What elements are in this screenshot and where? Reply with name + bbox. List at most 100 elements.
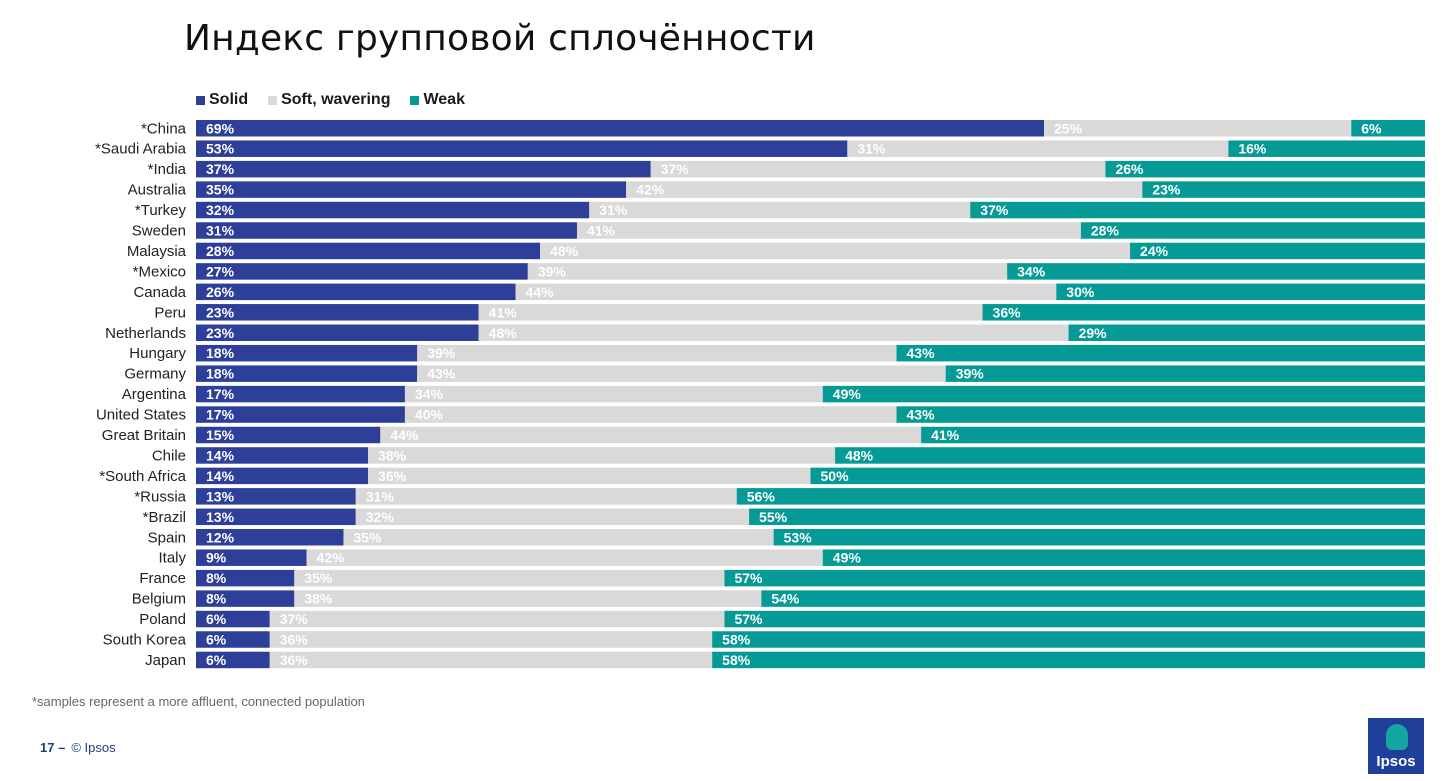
bar-weak-peru xyxy=(982,304,1425,321)
data-label-weak-spain: 53% xyxy=(784,529,813,545)
category-label-great-britain: Great Britain xyxy=(102,427,186,444)
data-label-solid-belgium: 8% xyxy=(206,591,227,607)
data-label-weak-russia: 56% xyxy=(747,488,776,504)
data-label-weak-united-states: 43% xyxy=(907,407,936,423)
bar-solid-poland xyxy=(196,610,270,628)
category-label-canada: Canada xyxy=(133,284,186,301)
page-number: 17 – xyxy=(40,740,66,755)
category-label-spain: Spain xyxy=(148,529,186,546)
page-footer: 17 – © Ipsos xyxy=(40,740,116,755)
bar-weak-canada xyxy=(1056,283,1425,301)
category-label-russia: *Russia xyxy=(134,488,186,505)
bar-soft-wavering-russia xyxy=(355,488,737,505)
data-label-solid-malaysia: 28% xyxy=(206,243,235,259)
data-label-weak-hungary: 43% xyxy=(907,345,936,361)
legend-label-weak: Weak xyxy=(423,91,465,108)
bar-solid-australia xyxy=(196,181,627,198)
data-label-solid-russia: 13% xyxy=(206,488,235,504)
legend-swatch-weak xyxy=(410,95,420,105)
data-label-soft-wavering-malaysia: 48% xyxy=(550,243,579,259)
logo-figure-icon xyxy=(1386,724,1408,750)
bar-weak-saudi-arabia xyxy=(1228,140,1425,157)
bar-weak-russia xyxy=(736,488,1425,505)
category-label-netherlands: Netherlands xyxy=(105,325,186,342)
category-label-india: *India xyxy=(148,161,187,178)
legend-label-solid: Solid xyxy=(209,91,249,108)
bar-soft-wavering-india xyxy=(650,160,1106,178)
category-label-united-states: United States xyxy=(96,407,186,424)
bar-weak-netherlands xyxy=(1068,324,1425,341)
data-label-soft-wavering-sweden: 41% xyxy=(587,223,616,239)
bar-weak-turkey xyxy=(970,201,1425,219)
bar-weak-south-korea xyxy=(712,631,1425,648)
legend-item-solid: Solid xyxy=(196,91,248,109)
data-label-soft-wavering-canada: 44% xyxy=(526,284,555,300)
category-label-brazil: *Brazil xyxy=(143,509,186,526)
bar-soft-wavering-malaysia xyxy=(540,242,1131,260)
data-label-soft-wavering-peru: 41% xyxy=(489,304,518,320)
legend-swatch-solid xyxy=(196,95,205,105)
data-label-soft-wavering-south-africa: 36% xyxy=(378,468,407,484)
data-label-soft-wavering-russia: 31% xyxy=(366,488,395,504)
data-label-weak-chile: 48% xyxy=(845,447,874,463)
data-label-solid-india: 37% xyxy=(206,161,235,177)
data-label-solid-south-africa: 14% xyxy=(206,468,235,484)
data-label-soft-wavering-italy: 42% xyxy=(317,550,346,566)
data-label-solid-germany: 18% xyxy=(206,366,235,382)
data-label-weak-italy: 49% xyxy=(833,550,862,566)
bar-solid-malaysia xyxy=(196,242,541,260)
bar-solid-china xyxy=(196,120,1045,137)
data-label-soft-wavering-argentina: 34% xyxy=(415,386,444,402)
data-label-solid-spain: 12% xyxy=(206,529,235,545)
data-label-solid-australia: 35% xyxy=(206,182,235,198)
bar-soft-wavering-netherlands xyxy=(478,324,1069,341)
bar-soft-wavering-brazil xyxy=(355,508,750,526)
category-label-chile: Chile xyxy=(152,447,186,464)
bar-solid-canada xyxy=(196,283,516,301)
legend-swatch-soft xyxy=(268,95,278,105)
category-label-malaysia: Malaysia xyxy=(127,243,187,260)
bar-solid-argentina xyxy=(196,385,405,403)
bar-solid-united-states xyxy=(196,406,405,423)
bar-solid-saudi-arabia xyxy=(196,140,848,157)
bar-solid-belgium xyxy=(196,590,295,607)
data-label-weak-south-korea: 58% xyxy=(722,632,751,648)
bar-solid-netherlands xyxy=(196,324,479,341)
category-label-china: *China xyxy=(141,120,187,137)
bar-weak-poland xyxy=(724,610,1425,628)
data-label-solid-south-korea: 6% xyxy=(206,632,227,648)
data-label-weak-turkey: 37% xyxy=(980,202,1009,218)
data-label-solid-saudi-arabia: 53% xyxy=(206,141,235,157)
bar-solid-turkey xyxy=(196,201,590,219)
data-label-soft-wavering-hungary: 39% xyxy=(427,345,456,361)
data-label-soft-wavering-chile: 38% xyxy=(378,447,407,463)
data-label-weak-mexico: 34% xyxy=(1017,263,1046,279)
ipsos-logo: Ipsos xyxy=(1368,718,1424,774)
legend-item-weak: Weak xyxy=(410,91,465,109)
data-label-weak-brazil: 55% xyxy=(759,509,788,525)
bar-soft-wavering-chile xyxy=(368,447,836,464)
category-label-south-africa: *South Africa xyxy=(99,468,186,485)
data-label-weak-australia: 23% xyxy=(1152,182,1181,198)
bar-weak-great-britain xyxy=(921,426,1425,444)
data-label-weak-poland: 57% xyxy=(734,611,763,627)
category-label-mexico: *Mexico xyxy=(133,263,186,280)
bar-soft-wavering-south-africa xyxy=(368,467,811,485)
bar-solid-japan xyxy=(196,651,270,669)
data-label-soft-wavering-brazil: 32% xyxy=(366,509,395,525)
category-label-belgium: Belgium xyxy=(132,591,186,608)
data-label-solid-united-states: 17% xyxy=(206,407,235,423)
bar-solid-great-britain xyxy=(196,426,381,444)
data-label-weak-saudi-arabia: 16% xyxy=(1238,141,1267,157)
bar-soft-wavering-france xyxy=(294,569,725,587)
bar-soft-wavering-italy xyxy=(306,549,823,566)
data-label-solid-poland: 6% xyxy=(206,611,227,627)
bar-soft-wavering-canada xyxy=(515,283,1057,301)
bar-weak-mexico xyxy=(1007,263,1425,280)
bar-weak-italy xyxy=(822,549,1425,566)
bar-soft-wavering-belgium xyxy=(294,590,762,607)
bar-soft-wavering-argentina xyxy=(404,385,823,403)
data-label-solid-japan: 6% xyxy=(206,652,227,668)
bar-weak-south-africa xyxy=(810,467,1425,485)
bar-weak-sweden xyxy=(1080,222,1425,239)
